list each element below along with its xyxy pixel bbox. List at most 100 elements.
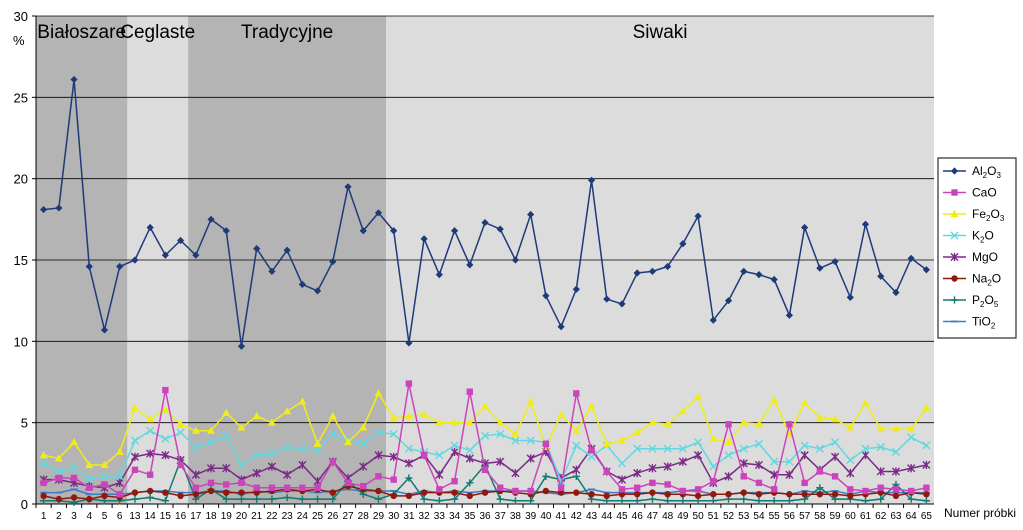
legend-item: TiO2 xyxy=(943,315,996,331)
data-point xyxy=(191,442,200,452)
data-point xyxy=(846,293,854,302)
legend-item: Al2O3 xyxy=(943,164,1001,180)
data-point xyxy=(405,380,413,387)
data-point xyxy=(206,464,216,473)
x-tick-label: 30 xyxy=(388,511,400,522)
data-point xyxy=(404,459,413,468)
data-point xyxy=(922,441,931,450)
legend-item: P2O5 xyxy=(943,293,999,309)
data-point xyxy=(161,434,170,444)
data-point xyxy=(360,482,367,490)
data-point xyxy=(617,459,627,468)
data-point xyxy=(572,441,581,450)
data-point xyxy=(115,447,124,455)
data-point xyxy=(162,386,169,394)
data-point xyxy=(648,464,657,473)
series-al2o3 xyxy=(40,75,930,350)
data-point xyxy=(420,489,428,496)
data-point xyxy=(876,467,885,476)
data-point xyxy=(283,442,292,452)
data-point xyxy=(344,479,352,487)
data-point xyxy=(146,493,154,502)
data-point xyxy=(755,497,763,505)
x-axis-title: Numer próbki xyxy=(944,506,1016,520)
x-tick-label: 18 xyxy=(205,511,217,522)
data-point xyxy=(527,210,535,219)
data-point xyxy=(877,495,885,503)
data-point xyxy=(634,484,641,491)
data-point xyxy=(511,468,520,478)
data-point xyxy=(238,479,245,487)
data-point xyxy=(861,497,870,505)
data-point xyxy=(877,272,885,280)
data-point xyxy=(588,491,595,498)
data-point xyxy=(466,388,473,395)
data-point xyxy=(800,398,809,407)
data-point xyxy=(557,323,565,331)
y-tick-label: 5 xyxy=(21,416,28,431)
data-point xyxy=(770,457,779,466)
data-point xyxy=(222,495,230,503)
data-point xyxy=(739,444,748,453)
data-point xyxy=(634,491,641,498)
data-point xyxy=(450,495,459,503)
data-point xyxy=(511,497,520,505)
data-point xyxy=(268,267,276,275)
data-point xyxy=(496,418,505,426)
data-point xyxy=(359,227,367,235)
data-point xyxy=(252,411,261,420)
data-point xyxy=(542,487,550,495)
data-point xyxy=(222,227,230,235)
x-tick-label: 13 xyxy=(129,511,141,522)
x-tick-label: 41 xyxy=(556,511,568,522)
data-point xyxy=(207,487,215,495)
data-point xyxy=(465,418,474,426)
x-tick-label: 6 xyxy=(117,511,123,522)
data-point xyxy=(649,479,656,487)
data-point xyxy=(801,479,808,487)
x-tick-label: 20 xyxy=(236,511,248,522)
data-point xyxy=(192,491,200,498)
data-point xyxy=(527,487,534,495)
data-point xyxy=(100,326,109,334)
data-point xyxy=(709,462,718,471)
x-tick-label: 48 xyxy=(662,511,674,522)
group-label: Siwaki xyxy=(633,22,688,43)
data-point xyxy=(754,420,763,428)
data-point xyxy=(496,225,504,233)
legend-item: K2O xyxy=(943,229,994,245)
data-point xyxy=(800,451,809,460)
data-point xyxy=(314,484,321,491)
data-point xyxy=(131,466,139,474)
data-point xyxy=(389,429,398,439)
data-point xyxy=(481,218,489,227)
x-tick-label: 16 xyxy=(175,511,187,522)
data-point xyxy=(710,491,717,498)
data-point xyxy=(405,339,413,347)
data-point xyxy=(876,442,885,452)
data-point xyxy=(664,481,671,488)
data-point xyxy=(557,410,566,418)
data-point xyxy=(724,451,733,460)
x-tick-label: 2 xyxy=(56,511,62,522)
data-point xyxy=(740,495,748,503)
data-point xyxy=(557,484,565,491)
group-label: Tradycyjne xyxy=(241,22,333,43)
data-point xyxy=(329,489,336,496)
data-point xyxy=(389,413,398,421)
data-point xyxy=(877,484,884,491)
data-point xyxy=(451,489,458,496)
data-point xyxy=(785,470,794,479)
data-point xyxy=(816,484,824,492)
data-point xyxy=(663,462,672,471)
data-point xyxy=(830,452,840,461)
data-point xyxy=(861,398,870,407)
data-point xyxy=(603,492,610,500)
series-k2o xyxy=(39,426,931,486)
data-point xyxy=(950,252,959,262)
data-point xyxy=(755,491,763,498)
data-point xyxy=(618,497,626,505)
data-point xyxy=(511,429,520,438)
data-point xyxy=(907,495,915,503)
